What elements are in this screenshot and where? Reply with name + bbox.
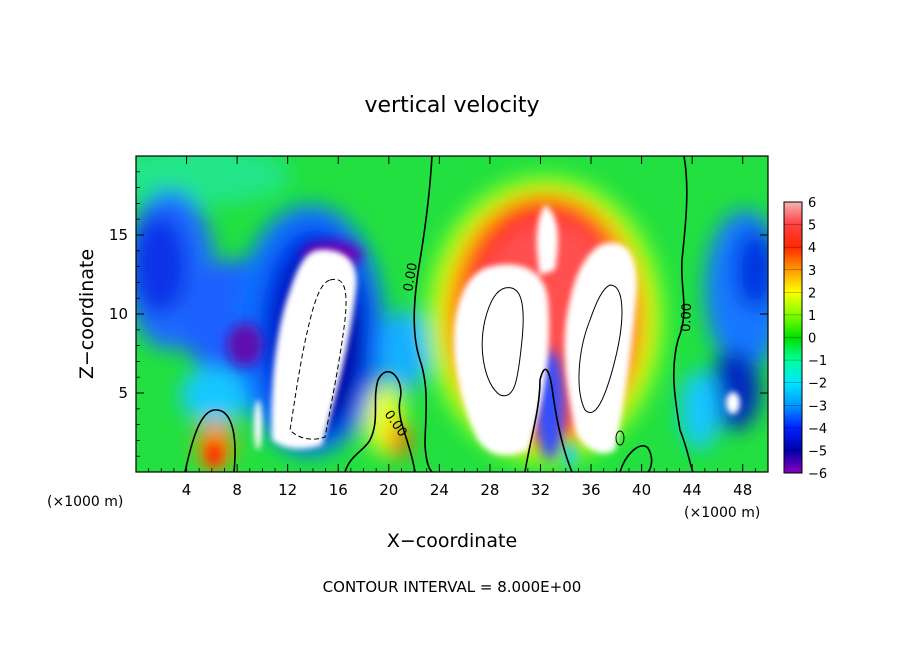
colorbar-label: 5 [808,219,816,234]
x-tick-label: 44 [683,481,702,499]
x-tick-label: 20 [379,481,398,499]
x-tick-label: 12 [278,481,297,499]
colorbar-label: −6 [808,467,827,482]
colorbar-label: −2 [808,377,827,392]
x-tick-label: 48 [733,481,752,499]
x-tick-label: 8 [232,481,242,499]
x-unit-right: (×1000 m) [684,505,760,521]
x-tick-label: 4 [182,481,192,499]
x-tick-label: 36 [581,481,600,499]
colorbar: 6 5 4 3 2 1 0 −1 −2 −3 −4 −5 −6 [783,196,827,482]
y-tick-label: 5 [118,384,128,402]
x-tick-label: 40 [632,481,651,499]
x-tick-label: 16 [329,481,348,499]
x-axis-label: X−coordinate [387,530,517,552]
contour-lines [184,156,694,472]
colorbar-label: −1 [808,354,827,369]
colorbar-label: 3 [808,264,816,279]
chart-title: vertical velocity [364,93,539,118]
y-axis-label: Z−coordinate [76,249,98,379]
y-tick-label: 10 [109,305,128,323]
heatmap-field [136,156,768,472]
colorbar-ticks: 6 5 4 3 2 1 0 −1 −2 −3 −4 −5 −6 [784,196,827,482]
colorbar-label: 0 [808,332,816,347]
colorbar-label: 6 [808,196,816,211]
x-unit-left: (×1000 m) [47,494,123,510]
contour-label: 0.00 [401,262,421,293]
y-axis: 5 10 15 [109,171,768,457]
contour-interval-note: CONTOUR INTERVAL = 8.000E+00 [323,578,582,596]
colorbar-label: 4 [808,241,816,256]
colorbar-label: −5 [808,444,827,459]
x-axis: 4 8 12 16 20 24 28 32 36 40 44 48 [148,156,756,499]
x-tick-label: 24 [430,481,449,499]
x-tick-label: 28 [480,481,499,499]
colorbar-label: −3 [808,399,827,414]
y-tick-label: 15 [109,226,128,244]
contour-label: 0.00 [679,303,695,332]
colorbar-label: 2 [808,286,816,301]
colorbar-label: −4 [808,422,827,437]
x-tick-label: 32 [531,481,550,499]
colorbar-label: 1 [808,309,816,324]
